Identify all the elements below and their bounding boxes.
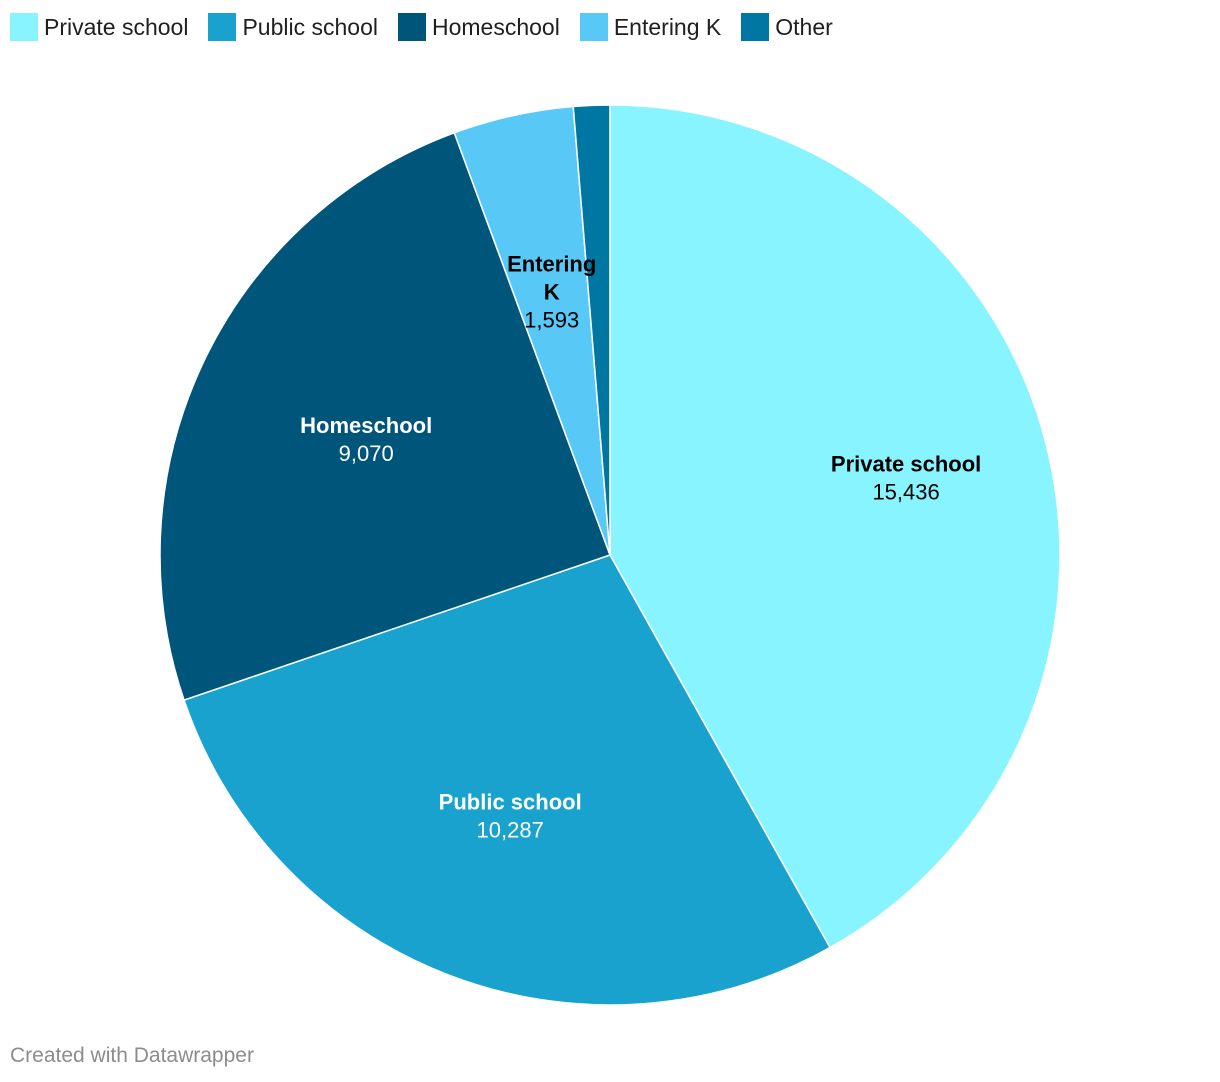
slice-label-name: Homeschool [300, 413, 432, 438]
slice-label-public-school: Public school 10,287 [439, 790, 582, 843]
legend-item-public-school: Public school [208, 12, 378, 42]
slice-label-name: Entering [507, 251, 596, 276]
legend: Private school Public school Homeschool Ent… [10, 12, 853, 42]
slice-label-value: 9,070 [339, 441, 394, 466]
legend-swatch [398, 13, 426, 41]
slice-label-name: K [544, 279, 560, 304]
legend-label: Private school [44, 13, 189, 40]
legend-swatch [741, 13, 770, 41]
legend-item-other: Other [741, 12, 833, 42]
legend-swatch [10, 13, 38, 41]
legend-label: Public school [242, 13, 378, 40]
legend-swatch [579, 13, 608, 41]
credit-footer: Created with Datawrapper [10, 1044, 254, 1067]
slice-label-private-school: Private school 15,436 [831, 452, 981, 505]
pie-slice-other [572, 104, 611, 556]
legend-swatch [208, 13, 237, 41]
legend-label: Entering K [613, 13, 722, 40]
slice-label-name: Private school [831, 452, 981, 477]
legend-label: Homeschool [432, 13, 560, 40]
legend-item-entering-k: Entering K [579, 12, 722, 42]
pie-slice-homeschool [159, 131, 611, 702]
pie-labels: Private school 15,436 Public school 10,287 H… [300, 251, 981, 842]
slice-label-value: 1,593 [524, 307, 579, 332]
slice-label-name: Public school [439, 790, 582, 815]
pie-slices [159, 104, 1061, 1006]
pie-slice-public-school [183, 554, 832, 1006]
slice-label-homeschool: Homeschool 9,070 [300, 413, 432, 466]
legend-item-homeschool: Homeschool [398, 12, 560, 42]
legend-item-private-school: Private school [10, 12, 188, 42]
slice-label-value: 10,287 [477, 818, 544, 843]
pie-slice-private-school [609, 104, 1061, 949]
slice-label-value: 15,436 [872, 480, 939, 505]
slice-label-entering-k: Entering K 1,593 [507, 251, 596, 332]
legend-label: Other [775, 13, 833, 40]
